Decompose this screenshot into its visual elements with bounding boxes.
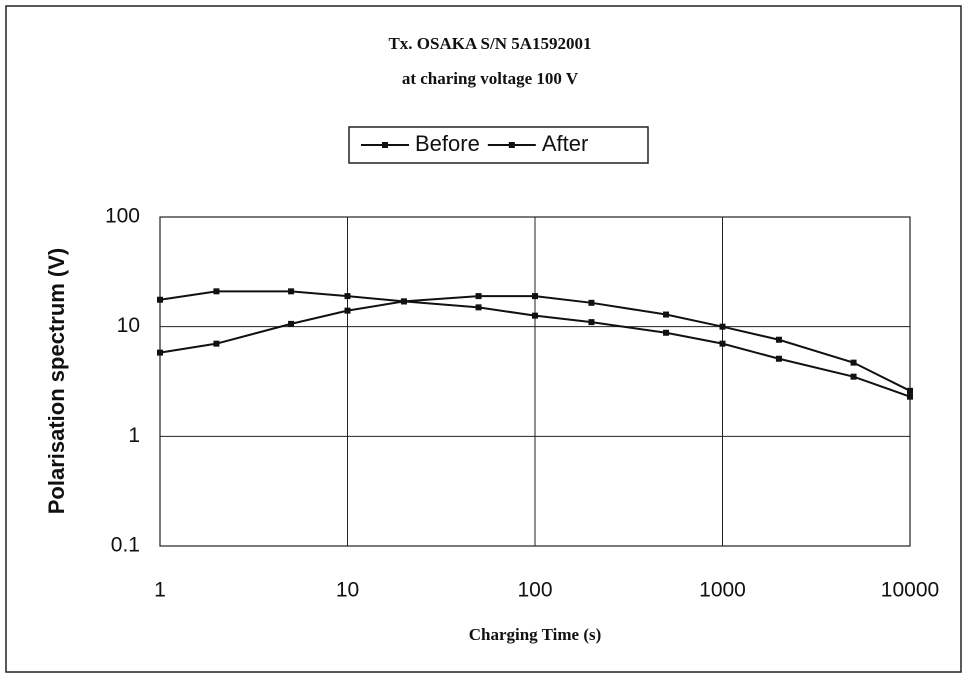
legend-marker bbox=[508, 142, 515, 148]
point bbox=[588, 319, 595, 326]
legend-marker bbox=[382, 142, 388, 148]
frame bbox=[5, 5, 962, 673]
x-tick-label: 1000 bbox=[699, 579, 746, 602]
point bbox=[719, 323, 726, 330]
x-axis-label: Charging Time (s) bbox=[469, 625, 602, 644]
point bbox=[532, 312, 538, 319]
y-tick-label: 10 bbox=[117, 314, 140, 337]
y-tick-label: 1 bbox=[128, 424, 140, 447]
x-tick-label: 1 bbox=[154, 579, 166, 602]
point bbox=[288, 320, 295, 327]
point bbox=[850, 373, 857, 380]
y-tick-label: 0.1 bbox=[111, 534, 140, 557]
point bbox=[344, 307, 351, 314]
y-tick-label: 100 bbox=[105, 205, 140, 228]
legend-label: Before bbox=[415, 131, 480, 156]
point bbox=[663, 311, 670, 318]
point bbox=[157, 296, 163, 303]
point bbox=[775, 336, 782, 343]
x-tick-label: 10000 bbox=[881, 579, 939, 602]
point bbox=[663, 329, 670, 336]
point bbox=[907, 393, 913, 400]
chart-title: Tx. OSAKA S/N 5A1592001 bbox=[388, 34, 591, 53]
point bbox=[157, 349, 163, 356]
point bbox=[213, 288, 220, 295]
x-tick-label: 100 bbox=[517, 579, 552, 602]
legend-label: After bbox=[542, 131, 588, 156]
chart-subtitle: at charing voltage 100 V bbox=[402, 69, 579, 88]
point bbox=[588, 299, 595, 306]
point bbox=[400, 298, 407, 305]
point bbox=[719, 340, 726, 347]
point bbox=[475, 304, 482, 311]
point bbox=[344, 293, 351, 300]
point bbox=[288, 288, 295, 295]
point bbox=[850, 359, 857, 366]
point bbox=[775, 355, 782, 362]
point bbox=[213, 340, 220, 347]
point bbox=[475, 293, 482, 300]
x-tick-label: 10 bbox=[336, 579, 359, 602]
y-axis-label: Polarisation spectrum (V) bbox=[44, 248, 69, 515]
point bbox=[907, 387, 913, 394]
point bbox=[532, 293, 538, 300]
